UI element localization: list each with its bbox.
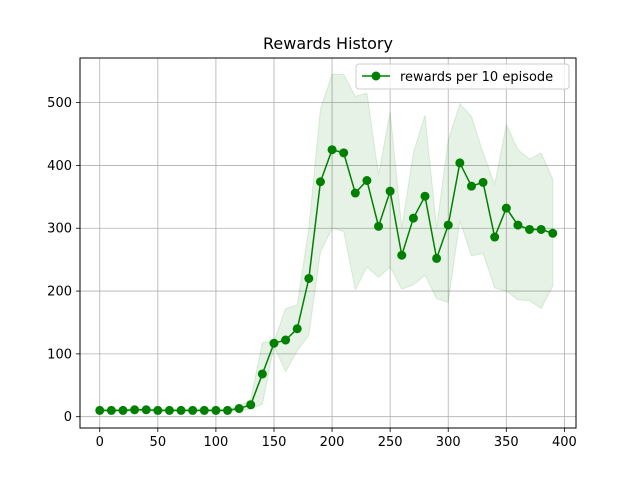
data-point [525, 224, 535, 234]
data-point [478, 177, 488, 187]
data-point [281, 335, 291, 345]
x-tick-label: 200 [320, 435, 345, 450]
series-line [99, 148, 553, 412]
plot-frame [79, 57, 577, 429]
y-tick-label: 400 [47, 159, 72, 174]
series-line-group [99, 148, 553, 412]
x-tick-label: 300 [436, 435, 461, 450]
data-point [176, 405, 186, 415]
data-point [199, 405, 209, 415]
data-point [292, 324, 302, 334]
data-point [408, 213, 418, 223]
x-tick-label: 400 [552, 435, 577, 450]
data-point [211, 405, 221, 415]
data-point [536, 224, 546, 234]
x-tick-label: 50 [150, 435, 167, 450]
data-point [432, 253, 442, 263]
data-points [95, 145, 558, 415]
data-point [455, 158, 465, 168]
data-point [362, 175, 372, 185]
data-point [223, 405, 233, 415]
data-point [153, 405, 163, 415]
x-tick-label: 350 [494, 435, 519, 450]
data-point [350, 188, 360, 198]
data-point [130, 405, 140, 415]
data-point [141, 405, 151, 415]
data-point [327, 145, 337, 155]
data-point [443, 220, 453, 230]
data-point [118, 405, 128, 415]
y-tick-label: 100 [47, 347, 72, 362]
x-tick-label: 150 [262, 435, 287, 450]
data-point [269, 338, 279, 348]
data-point [106, 405, 116, 415]
y-axis-ticks: 0 100 200 300 400 500 [47, 96, 80, 425]
data-point [513, 220, 523, 230]
data-point [501, 203, 511, 213]
data-point [188, 405, 198, 415]
data-point [385, 186, 395, 196]
data-point [257, 369, 267, 379]
legend-box [355, 63, 570, 90]
x-tick-label: 100 [203, 435, 228, 450]
legend: rewards per 10 episode [355, 63, 570, 90]
legend-entry-label: rewards per 10 episode [400, 70, 553, 85]
y-tick-label: 300 [47, 222, 72, 237]
data-point [420, 191, 430, 201]
data-point [397, 250, 407, 260]
grid-lines [80, 58, 576, 428]
chart-title: Rewards History [263, 34, 393, 53]
data-point [548, 228, 558, 238]
x-tick-label: 0 [96, 435, 104, 450]
x-axis-ticks: 0 50 100 150 200 250 300 350 400 [96, 428, 577, 450]
data-point [466, 181, 476, 191]
data-point [164, 405, 174, 415]
data-point [234, 404, 244, 414]
data-point [374, 221, 384, 231]
x-tick-label: 250 [378, 435, 403, 450]
y-tick-label: 500 [47, 96, 72, 111]
data-point [490, 232, 500, 242]
data-point [95, 405, 105, 415]
data-point [246, 400, 256, 410]
data-point [339, 148, 349, 158]
data-point [315, 177, 325, 187]
y-tick-label: 0 [64, 410, 72, 425]
y-tick-label: 200 [47, 285, 72, 300]
legend-marker-swatch [371, 71, 381, 81]
data-point [304, 273, 314, 283]
